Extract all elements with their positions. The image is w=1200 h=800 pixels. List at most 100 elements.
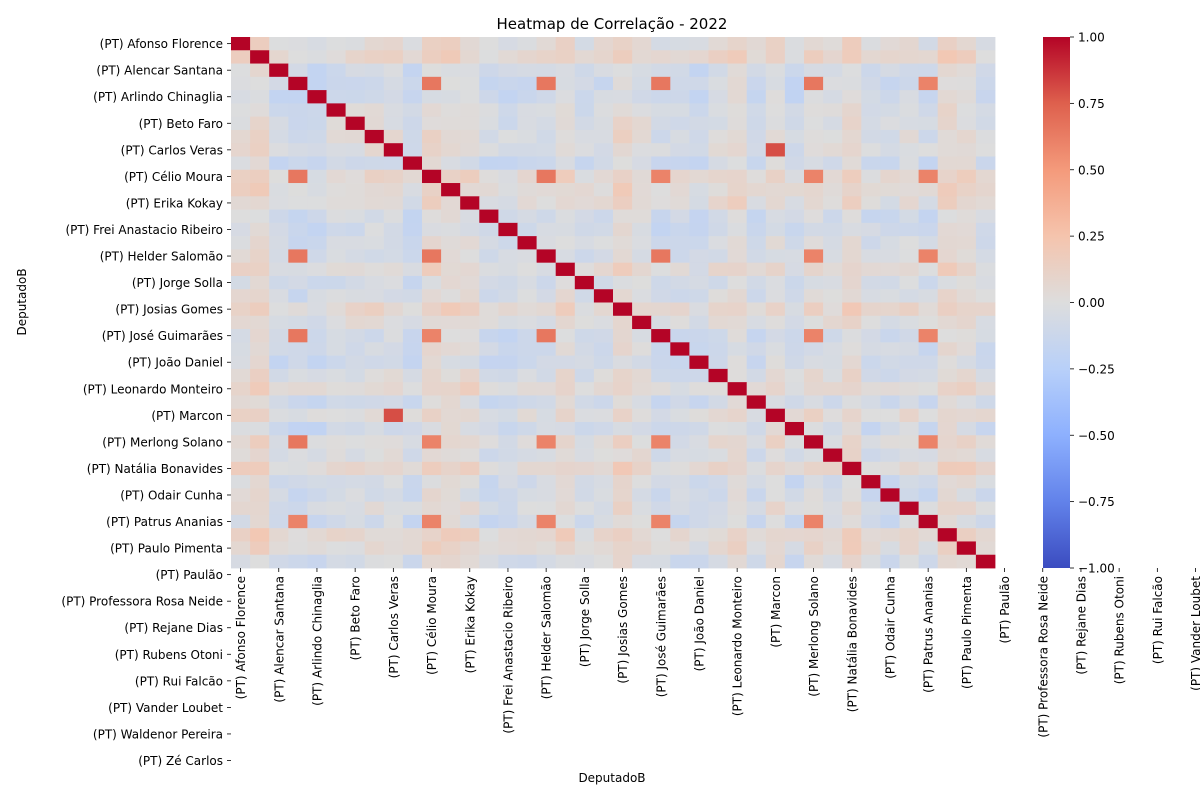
- heatmap-cell: [555, 222, 576, 237]
- heatmap-cell: [422, 395, 442, 410]
- heatmap-cell: [689, 50, 709, 64]
- x-tick-label: (PT) Rejane Dias: [1074, 576, 1088, 675]
- heatmap-cell: [784, 421, 805, 436]
- heatmap-cell: [937, 289, 958, 303]
- heatmap-cell: [345, 289, 366, 303]
- heatmap-cell: [498, 236, 518, 250]
- x-tick-label: (PT) Helder Salomão: [540, 576, 554, 699]
- heatmap-cell: [441, 554, 461, 569]
- heatmap-cell: [498, 116, 518, 131]
- heatmap-cell: [899, 209, 919, 224]
- heatmap-cell: [383, 236, 404, 250]
- y-axis-label: DeputadoB: [15, 268, 29, 335]
- heatmap-cell: [689, 355, 709, 370]
- heatmap-cell: [364, 50, 385, 64]
- heatmap-cell: [746, 368, 767, 383]
- heatmap-cell: [670, 236, 690, 250]
- heatmap-cell: [880, 488, 900, 503]
- heatmap-cell: [269, 236, 289, 250]
- heatmap-cell: [517, 541, 537, 556]
- heatmap-cell: [422, 315, 442, 330]
- heatmap-cell: [880, 355, 900, 370]
- heatmap-cell: [899, 169, 919, 184]
- heatmap-cell: [727, 289, 748, 303]
- heatmap-cell: [517, 249, 537, 264]
- heatmap-cell: [536, 143, 557, 157]
- heatmap-cell: [975, 275, 996, 290]
- heatmap-cell: [231, 395, 251, 410]
- heatmap-cell: [231, 488, 251, 503]
- heatmap-cell: [269, 37, 289, 51]
- heatmap-cell: [746, 435, 767, 449]
- heatmap-cell: [536, 554, 557, 569]
- heatmap-cell: [823, 448, 843, 463]
- heatmap-cell: [269, 289, 289, 303]
- heatmap-cell: [708, 368, 728, 383]
- heatmap-cell: [460, 76, 480, 91]
- heatmap-cell: [613, 395, 633, 410]
- heatmap-cell: [441, 37, 461, 51]
- heatmap-cell: [899, 37, 919, 51]
- heatmap-cell: [555, 116, 576, 131]
- heatmap-cell: [326, 129, 346, 144]
- heatmap-cell: [670, 249, 690, 264]
- heatmap-cell: [899, 501, 919, 516]
- heatmap-cell: [307, 435, 327, 449]
- x-tick-label: (PT) Célio Moura: [425, 576, 439, 675]
- x-tick-label: (PT) Afonso Florence: [234, 576, 248, 699]
- heatmap-cell: [880, 183, 900, 197]
- heatmap-cell: [918, 421, 939, 436]
- heatmap-cell: [784, 116, 805, 131]
- heatmap-cell: [269, 90, 289, 104]
- heatmap-cell: [345, 501, 366, 516]
- heatmap-cell: [956, 475, 977, 489]
- heatmap-cell: [804, 514, 824, 529]
- heatmap-cell: [498, 395, 518, 410]
- heatmap-cell: [345, 329, 366, 343]
- x-tick-label: (PT) Arlindo Chinaglia: [310, 576, 324, 706]
- heatmap-cell: [880, 289, 900, 303]
- y-tick-label: (PT) Rubens Otoni: [115, 648, 223, 662]
- heatmap-cell: [288, 63, 308, 78]
- heatmap-cell: [326, 435, 346, 449]
- heatmap-cell: [593, 501, 614, 516]
- heatmap-cell: [632, 435, 652, 449]
- heatmap-cell: [536, 90, 557, 104]
- heatmap-cell: [918, 63, 939, 78]
- heatmap-cell: [269, 395, 289, 410]
- heatmap-cell: [956, 528, 977, 542]
- heatmap-cell: [288, 501, 308, 516]
- heatmap-cell: [422, 289, 442, 303]
- heatmap-cell: [231, 76, 251, 91]
- heatmap-cell: [861, 183, 881, 197]
- heatmap-cell: [498, 262, 518, 277]
- heatmap-cell: [517, 382, 537, 396]
- heatmap-cell: [765, 554, 786, 569]
- heatmap-cell: [613, 249, 633, 264]
- heatmap-cell: [364, 289, 385, 303]
- heatmap-cell: [326, 514, 346, 529]
- heatmap-cell: [364, 329, 385, 343]
- heatmap-cell: [880, 236, 900, 250]
- heatmap-cell: [364, 315, 385, 330]
- heatmap-cell: [727, 528, 748, 542]
- heatmap-cell: [574, 368, 595, 383]
- heatmap-cell: [517, 289, 537, 303]
- heatmap-cell: [784, 37, 805, 51]
- heatmap-cell: [441, 448, 461, 463]
- heatmap-cell: [746, 289, 767, 303]
- heatmap-cell: [326, 169, 346, 184]
- heatmap-cell: [593, 222, 614, 237]
- heatmap-cell: [269, 408, 289, 423]
- heatmap-cell: [746, 183, 767, 197]
- heatmap-cell: [784, 63, 805, 78]
- heatmap-cell: [555, 461, 576, 476]
- heatmap-cell: [498, 275, 518, 290]
- heatmap-cell: [383, 196, 404, 210]
- heatmap-cell: [670, 368, 690, 383]
- heatmap-cell: [765, 501, 786, 516]
- heatmap-cell: [460, 169, 480, 184]
- heatmap-cell: [231, 222, 251, 237]
- heatmap-cell: [250, 541, 270, 556]
- heatmap-cell: [345, 196, 366, 210]
